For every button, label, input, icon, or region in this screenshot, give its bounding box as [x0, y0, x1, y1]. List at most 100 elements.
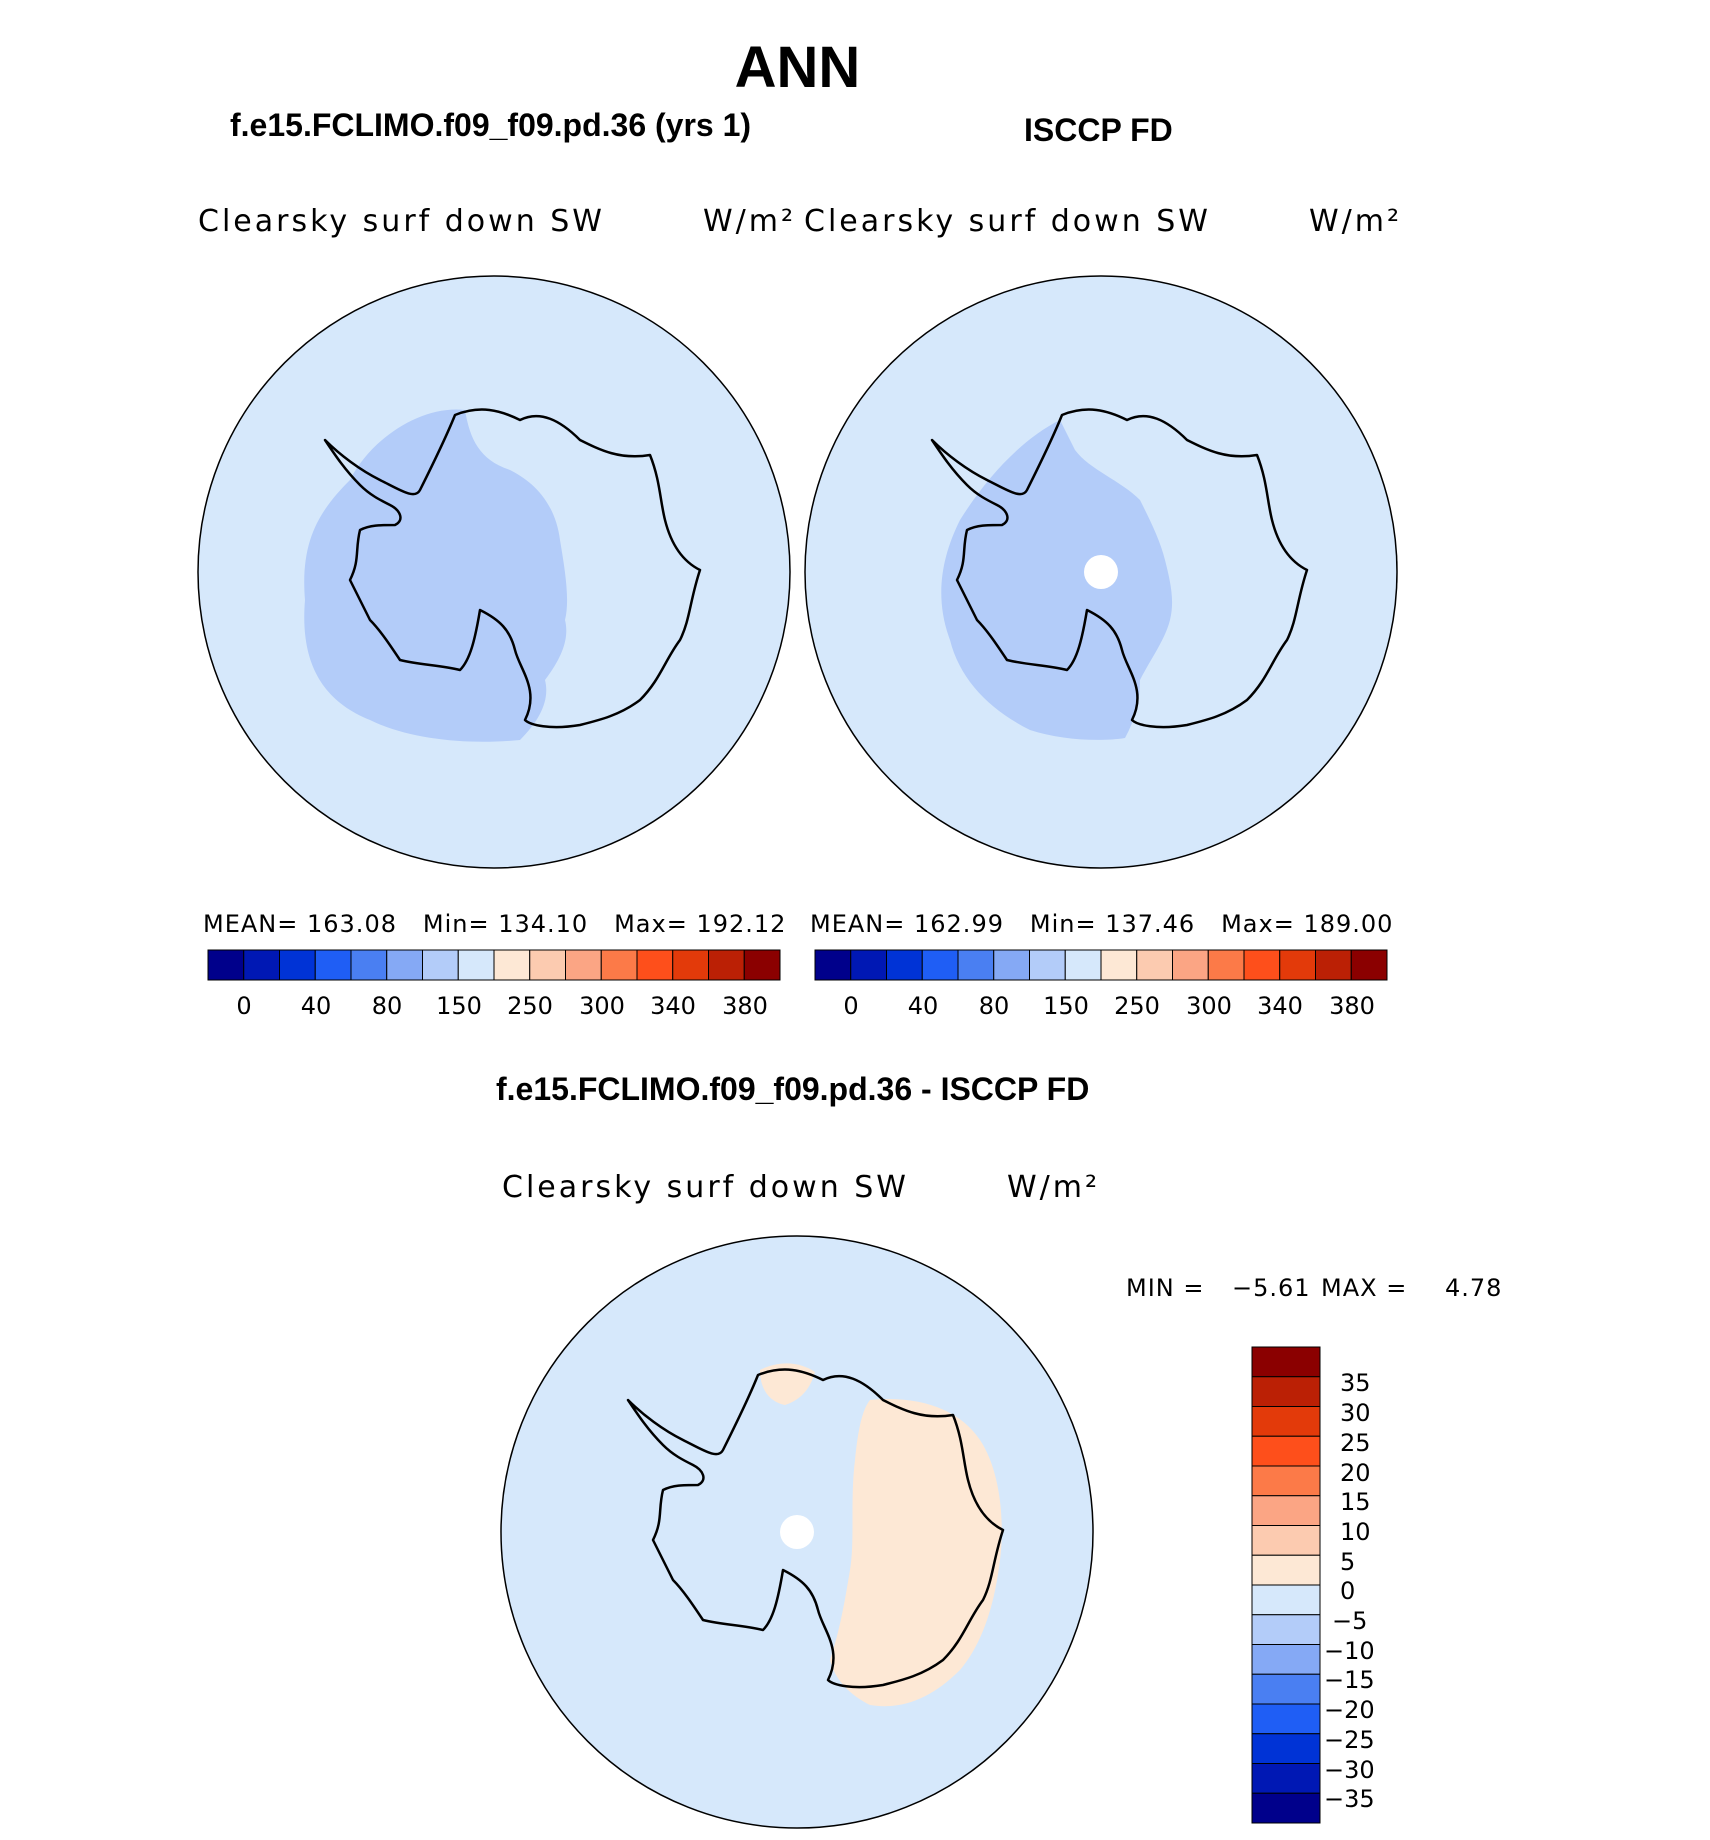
obs-low-region — [941, 420, 1173, 740]
diff-colorbar-swatch-8 — [1251, 1584, 1321, 1616]
left-min-label: Min= — [422, 910, 490, 938]
diff-colorbar-swatch-5 — [1251, 1495, 1321, 1526]
right-tick-2: 80 — [978, 992, 1010, 1020]
diff-colorbar-swatch-10 — [1251, 1644, 1321, 1675]
obs-colorbar-swatch-5 — [993, 949, 1030, 981]
left-tick-3: 150 — [436, 992, 482, 1020]
model-colorbar-swatch-1 — [243, 949, 280, 981]
obs-colorbar-swatch-4 — [957, 949, 995, 981]
model-coastline — [323, 408, 702, 729]
model-colorbar-swatch-3 — [314, 949, 352, 981]
left-tick-5: 300 — [579, 992, 625, 1020]
model-colorbar-swatch-12 — [636, 949, 674, 981]
left-mean-label: MEAN= — [203, 910, 299, 938]
obs-colorbar-swatch-15 — [1350, 949, 1388, 981]
diff-min-value: −5.61 — [1232, 1274, 1311, 1302]
left-tick-7: 380 — [722, 992, 768, 1020]
right-mean-value: 162.99 — [914, 910, 1004, 938]
left-tick-2: 80 — [371, 992, 403, 1020]
diff-tick-1: 30 — [1340, 1399, 1371, 1427]
obs-colorbar-swatch-13 — [1279, 949, 1316, 981]
model-colorbar-swatch-9 — [529, 949, 566, 981]
diff-coastline — [626, 1368, 1005, 1689]
obs-colorbar-swatch-1 — [850, 949, 887, 981]
diff-colorbar — [1251, 1346, 1321, 1824]
model-colorbar-swatch-13 — [672, 949, 709, 981]
right-tick-3: 150 — [1043, 992, 1089, 1020]
diff-tick-6: 5 — [1340, 1548, 1356, 1576]
right-tick-6: 340 — [1257, 992, 1303, 1020]
model-colorbar-swatch-15 — [743, 949, 781, 981]
right-tick-0: 0 — [843, 992, 859, 1020]
diff-tick-3: 20 — [1340, 1459, 1371, 1487]
diff-colorbar-swatch-15 — [1251, 1792, 1321, 1824]
obs-colorbar-swatch-2 — [886, 949, 923, 981]
diff-max-value: 4.78 — [1445, 1274, 1503, 1302]
diff-tick-2: 25 — [1340, 1429, 1371, 1457]
diff-map-outline — [500, 1235, 1094, 1829]
diff-colorbar-swatch-12 — [1251, 1703, 1321, 1735]
diff-colorbar-swatch-9 — [1251, 1614, 1321, 1645]
model-colorbar-swatch-2 — [279, 949, 316, 981]
obs-colorbar-swatch-12 — [1243, 949, 1281, 981]
diff-colorbar-swatch-13 — [1251, 1733, 1321, 1764]
right-min-label: Min= — [1029, 910, 1097, 938]
diff-colorbar-swatch-7 — [1251, 1554, 1321, 1586]
obs-colorbar-swatch-3 — [921, 949, 959, 981]
diff-tick-9: −10 — [1324, 1637, 1375, 1665]
right-units-label: W/m² — [1309, 204, 1403, 239]
obs-colorbar-swatch-8 — [1100, 949, 1138, 981]
right-stats: MEAN= 162.99 Min= 137.46 Max= 189.00 — [810, 910, 1393, 938]
left-units-label: W/m² — [703, 204, 797, 239]
diff-colorbar-swatch-2 — [1251, 1406, 1321, 1437]
model-colorbar-swatch-4 — [350, 949, 388, 981]
right-mean-label: MEAN= — [810, 910, 906, 938]
model-map-outline — [197, 275, 791, 869]
left-mean-value: 163.08 — [307, 910, 397, 938]
right-max-label: Max= — [1221, 910, 1295, 938]
diff-panel-title: f.e15.FCLIMO.f09_f09.pd.36 - ISCCP FD — [496, 1071, 1090, 1107]
right-tick-1: 40 — [907, 992, 939, 1020]
diff-tick-7: 0 — [1340, 1577, 1356, 1605]
model-colorbar-swatch-14 — [708, 949, 745, 981]
right-tick-7: 380 — [1329, 992, 1375, 1020]
model-colorbar-swatch-11 — [600, 949, 638, 981]
main-title: ANN — [734, 35, 861, 100]
diff-tick-5: 10 — [1340, 1518, 1371, 1546]
left-variable-label: Clearsky surf down SW — [198, 204, 605, 239]
obs-coastline — [930, 408, 1309, 729]
diff-units-label: W/m² — [1007, 1170, 1101, 1205]
obs-colorbar-swatch-14 — [1315, 949, 1352, 981]
model-colorbar-swatch-7 — [457, 949, 495, 981]
diff-tick-0: 35 — [1340, 1369, 1371, 1397]
left-tick-6: 340 — [650, 992, 696, 1020]
right-panel-title: ISCCP FD — [1024, 112, 1173, 148]
diff-colorbar-swatch-14 — [1251, 1763, 1321, 1794]
left-tick-1: 40 — [300, 992, 332, 1020]
diff-positive-region-east — [830, 1399, 1002, 1707]
diff-variable-label: Clearsky surf down SW — [502, 1170, 909, 1205]
diff-positive-region-north — [760, 1363, 815, 1405]
diff-min-label: MIN = — [1126, 1274, 1205, 1302]
diff-colorbar-swatch-4 — [1251, 1465, 1321, 1497]
left-stats: MEAN= 163.08 Min= 134.10 Max= 192.12 — [203, 910, 786, 938]
model-colorbar-swatch-0 — [207, 949, 245, 981]
model-colorbar-swatch-8 — [493, 949, 531, 981]
obs-colorbar — [814, 949, 1388, 981]
left-max-label: Max= — [614, 910, 688, 938]
diff-tick-12: −25 — [1324, 1726, 1375, 1754]
diff-tick-4: 15 — [1340, 1488, 1371, 1516]
diff-colorbar-swatch-6 — [1251, 1525, 1321, 1556]
left-max-value: 192.12 — [696, 910, 787, 938]
right-min-value: 137.46 — [1105, 910, 1196, 938]
model-colorbar-swatch-6 — [422, 949, 459, 981]
right-tick-5: 300 — [1186, 992, 1232, 1020]
obs-colorbar-swatch-11 — [1207, 949, 1245, 981]
left-min-value: 134.10 — [498, 910, 589, 938]
obs-colorbar-swatch-7 — [1064, 949, 1102, 981]
diff-tick-14: −35 — [1324, 1785, 1375, 1813]
left-panel-title: f.e15.FCLIMO.f09_f09.pd.36 (yrs 1) — [230, 107, 752, 143]
left-tick-0: 0 — [236, 992, 252, 1020]
diff-max-label: MAX = — [1321, 1274, 1408, 1302]
